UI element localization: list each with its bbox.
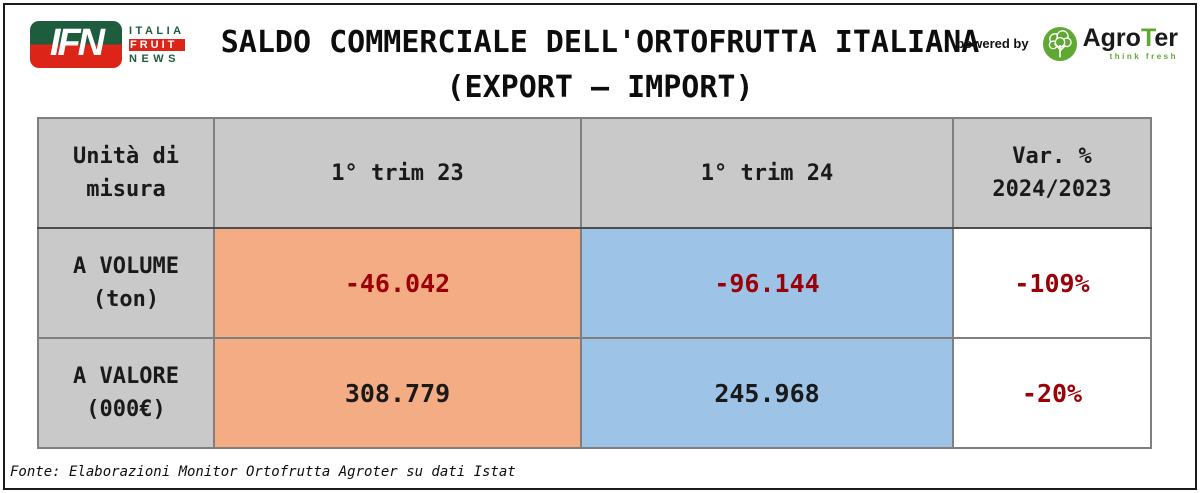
- page-title-line1: SALDO COMMERCIALE DELL'ORTOFRUTTA ITALIA…: [220, 25, 980, 60]
- header-cell-var: Var. % 2024/2023: [952, 117, 1152, 229]
- table-row-volume: A VOLUME (ton) -46.042 -96.144 -109%: [37, 227, 1152, 339]
- agroter-name: AgroTer: [1083, 26, 1178, 51]
- header-cell-trim24: 1° trim 24: [580, 117, 954, 229]
- row-label-volume: A VOLUME (ton): [37, 227, 215, 339]
- agroter-logo: AgroTer think fresh: [1042, 26, 1178, 62]
- cell-value-trim24: 245.968: [580, 337, 954, 449]
- agroter-name-suffix: er: [1154, 24, 1178, 52]
- agroter-name-prefix: Agro: [1082, 24, 1141, 52]
- page-title: SALDO COMMERCIALE DELL'ORTOFRUTTA ITALIA…: [0, 20, 1200, 110]
- powered-by-block: powered by AgroTer think: [956, 26, 1178, 62]
- ifn-wordmark: ITALIA FRUIT NEWS: [129, 25, 185, 65]
- data-table: Unità di misura 1° trim 23 1° trim 24 Va…: [37, 117, 1152, 449]
- ifn-news-label: NEWS: [129, 52, 180, 65]
- powered-by-label: powered by: [956, 36, 1029, 51]
- page-title-line2: (EXPORT – IMPORT): [446, 70, 754, 105]
- ifn-logo: IFN ITALIA FRUIT NEWS: [30, 21, 185, 68]
- cell-volume-var: -109%: [952, 227, 1152, 339]
- ifn-italia-label: ITALIA: [129, 24, 185, 37]
- ifn-fruit-label: FRUIT: [129, 38, 185, 51]
- row-label-value: A VALORE (000€): [37, 337, 215, 449]
- cell-value-trim23: 308.779: [213, 337, 582, 449]
- table-row-value: A VALORE (000€) 308.779 245.968 -20%: [37, 337, 1152, 449]
- cell-volume-trim24: -96.144: [580, 227, 954, 339]
- agroter-tree-icon: [1042, 26, 1077, 61]
- ifn-badge: IFN: [30, 21, 122, 68]
- cell-volume-trim23: -46.042: [213, 227, 582, 339]
- header-cell-trim23: 1° trim 23: [213, 117, 582, 229]
- agroter-name-t: T: [1140, 24, 1155, 52]
- table-container: Unità di misura 1° trim 23 1° trim 24 Va…: [37, 117, 1152, 449]
- table-header-row: Unità di misura 1° trim 23 1° trim 24 Va…: [37, 117, 1152, 229]
- agroter-wordmark: AgroTer think fresh: [1083, 26, 1178, 62]
- header-cell-unit: Unità di misura: [37, 117, 215, 229]
- agroter-tagline: think fresh: [1109, 52, 1178, 61]
- source-note: Fonte: Elaborazioni Monitor Ortofrutta A…: [10, 464, 516, 480]
- cell-value-var: -20%: [952, 337, 1152, 449]
